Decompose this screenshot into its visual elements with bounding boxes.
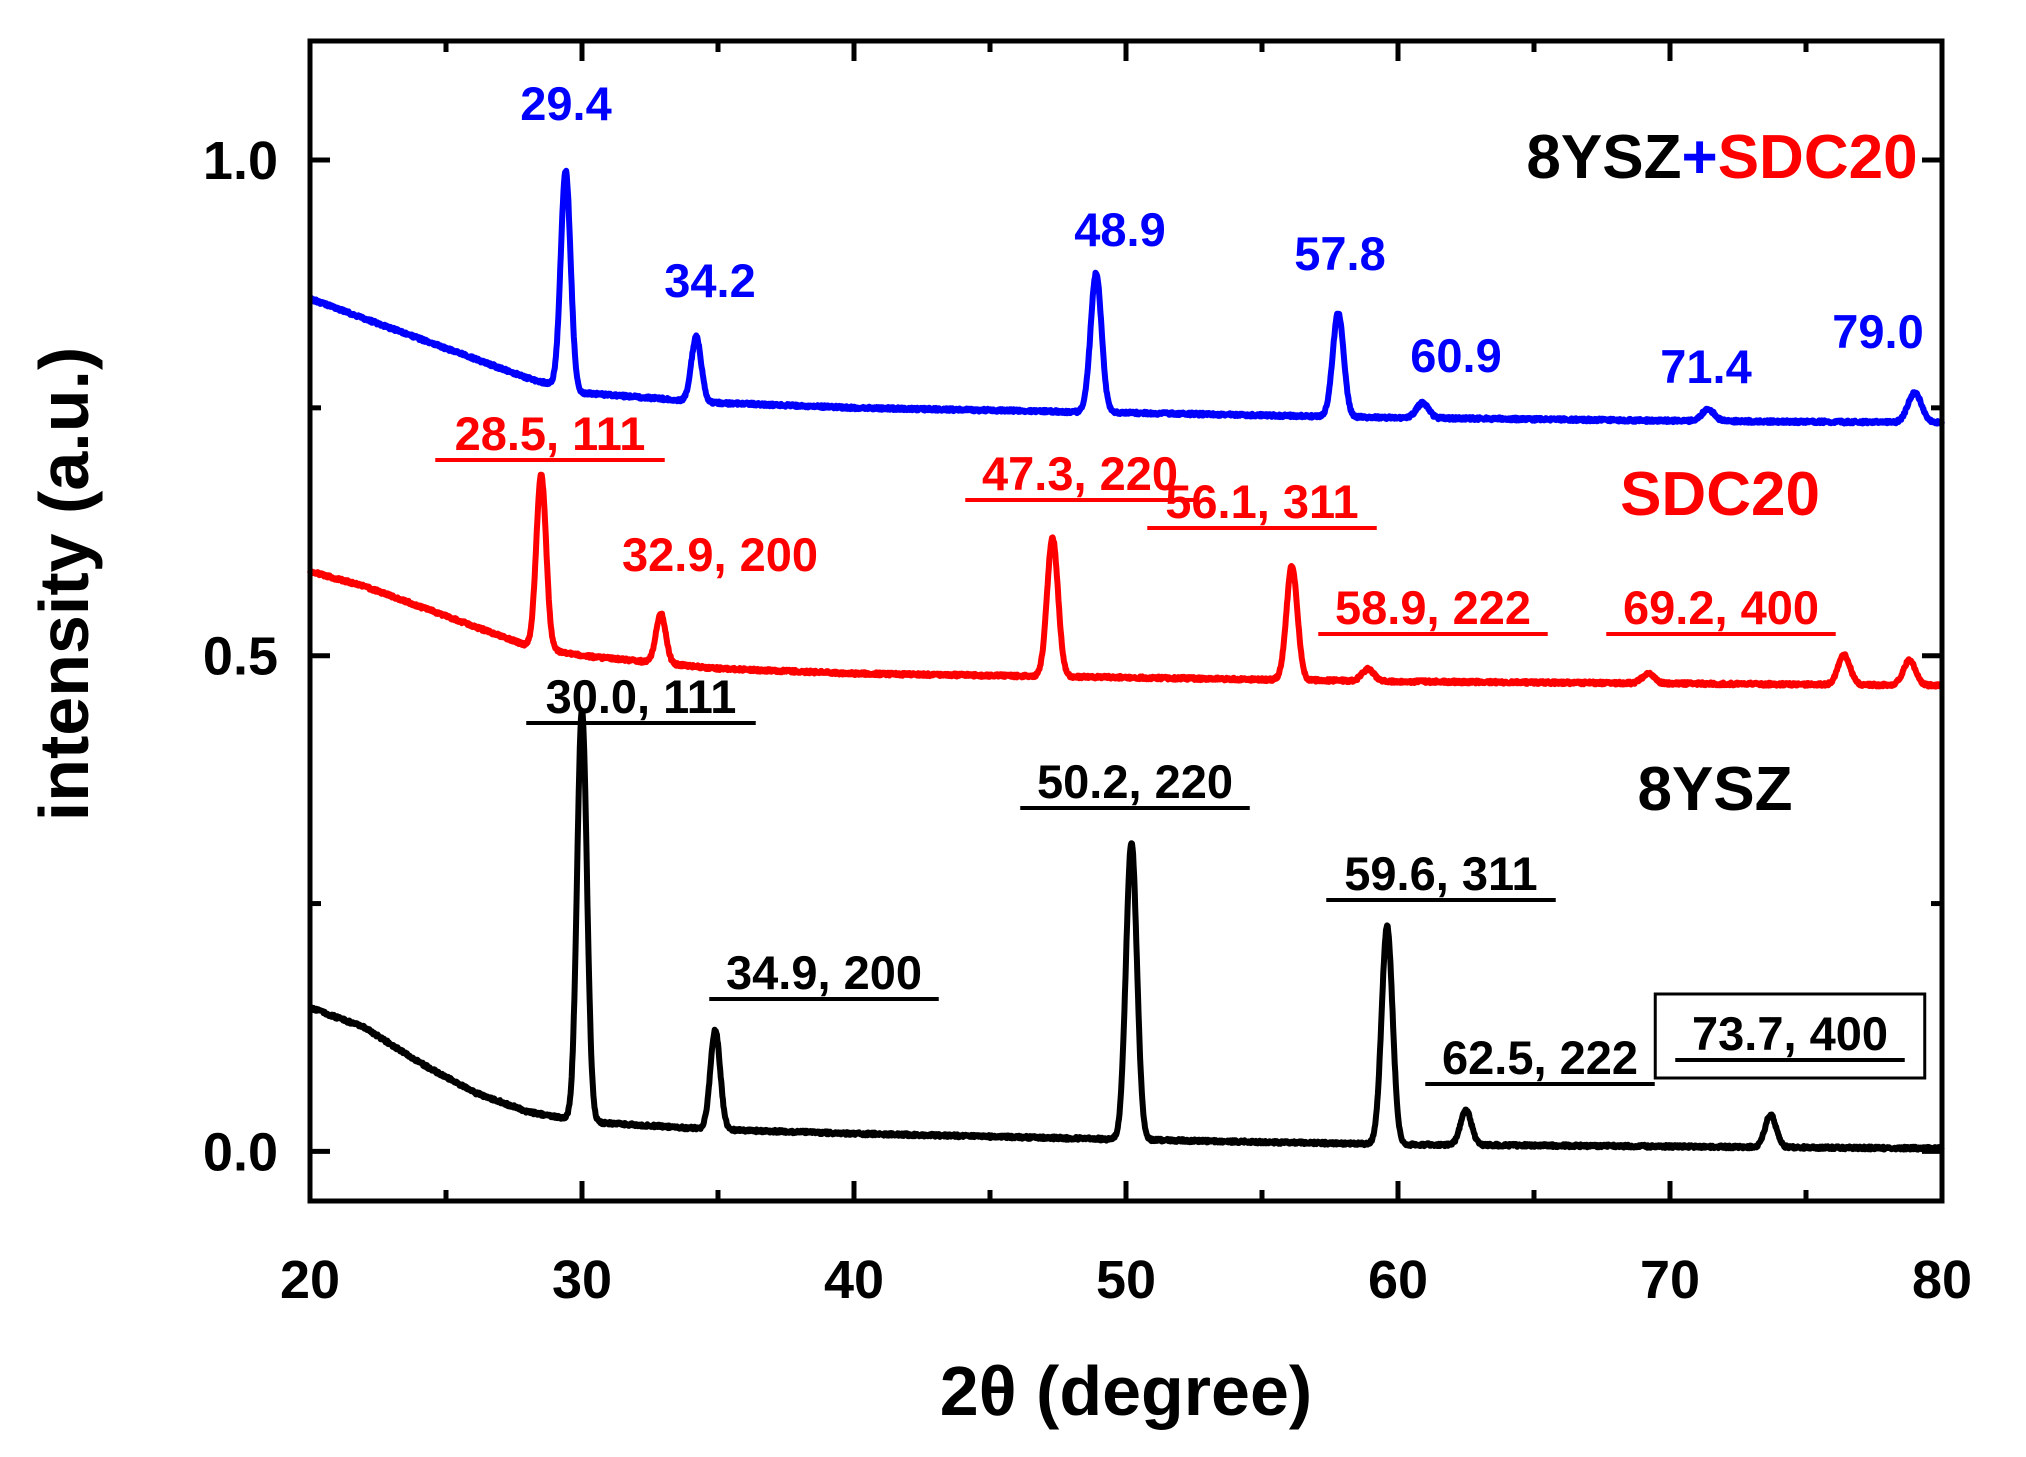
peak-label: 47.3, 220	[982, 447, 1178, 500]
x-tick-label: 70	[1640, 1250, 1700, 1310]
annotations: 29.4 34.2 48.9 57.8 60.9 71.4 79.0 28.5, 111 32.…	[435, 77, 1927, 1086]
series-line-8YSZ	[307, 708, 1945, 1153]
y-tick-label: 0.0	[203, 1122, 278, 1182]
series-label-part: SDC20	[1718, 123, 1918, 192]
peak-label: 32.9, 200	[622, 528, 818, 581]
series-line-8YSZ+SDC20	[307, 167, 1945, 427]
peak-label: 60.9	[1410, 329, 1501, 382]
series-label-part: 8YSZ	[1526, 123, 1681, 192]
peak-label: 28.5, 111	[455, 407, 646, 460]
peak-label: 57.8	[1294, 227, 1385, 280]
peak-label: 71.4	[1660, 340, 1751, 393]
peak-label: 29.4	[520, 77, 611, 130]
peak-label: 30.0, 111	[546, 670, 737, 723]
series-line-SDC20	[307, 471, 1945, 690]
peak-label: 58.9, 222	[1335, 581, 1531, 634]
x-tick-label: 50	[1096, 1250, 1156, 1310]
peak-label: 34.2	[664, 254, 755, 307]
series-curves	[307, 167, 1945, 1153]
series-label-part: 8YSZ	[1637, 755, 1792, 824]
y-tick-label: 0.5	[203, 627, 278, 687]
x-tick-label: 30	[552, 1250, 612, 1310]
series-label: 8YSZ	[1637, 755, 1792, 824]
x-axis-title: 2θ (degree)	[940, 1352, 1312, 1430]
peak-label: 79.0	[1832, 305, 1923, 358]
peak-label: 34.9, 200	[726, 946, 922, 999]
x-tick-label: 60	[1368, 1250, 1428, 1310]
series-label: 8YSZ+SDC20	[1526, 123, 1917, 192]
peak-label: 69.2, 400	[1623, 581, 1819, 634]
x-tick-label: 80	[1912, 1250, 1972, 1310]
peak-label: 62.5, 222	[1442, 1031, 1638, 1084]
x-tick-label: 20	[280, 1250, 340, 1310]
series-label: SDC20	[1620, 460, 1820, 529]
series-label-part: SDC20	[1620, 460, 1820, 529]
x-tick-label: 40	[824, 1250, 884, 1310]
y-axis-title: intensity (a.u.)	[25, 347, 103, 821]
peak-label: 56.1, 311	[1165, 475, 1358, 528]
peak-label: 50.2, 220	[1037, 755, 1233, 808]
peak-label-box	[1653, 992, 1927, 1080]
series-label-part: +	[1681, 123, 1717, 192]
peak-label: 48.9	[1074, 203, 1165, 256]
y-tick-label: 1.0	[203, 131, 278, 191]
peak-label: 59.6, 311	[1344, 847, 1537, 900]
axis-ticks: 20 30 40 50 60 70 80 0.0 0.5 1.0	[203, 41, 1972, 1310]
peak-label: 73.7, 400	[1692, 1007, 1888, 1060]
